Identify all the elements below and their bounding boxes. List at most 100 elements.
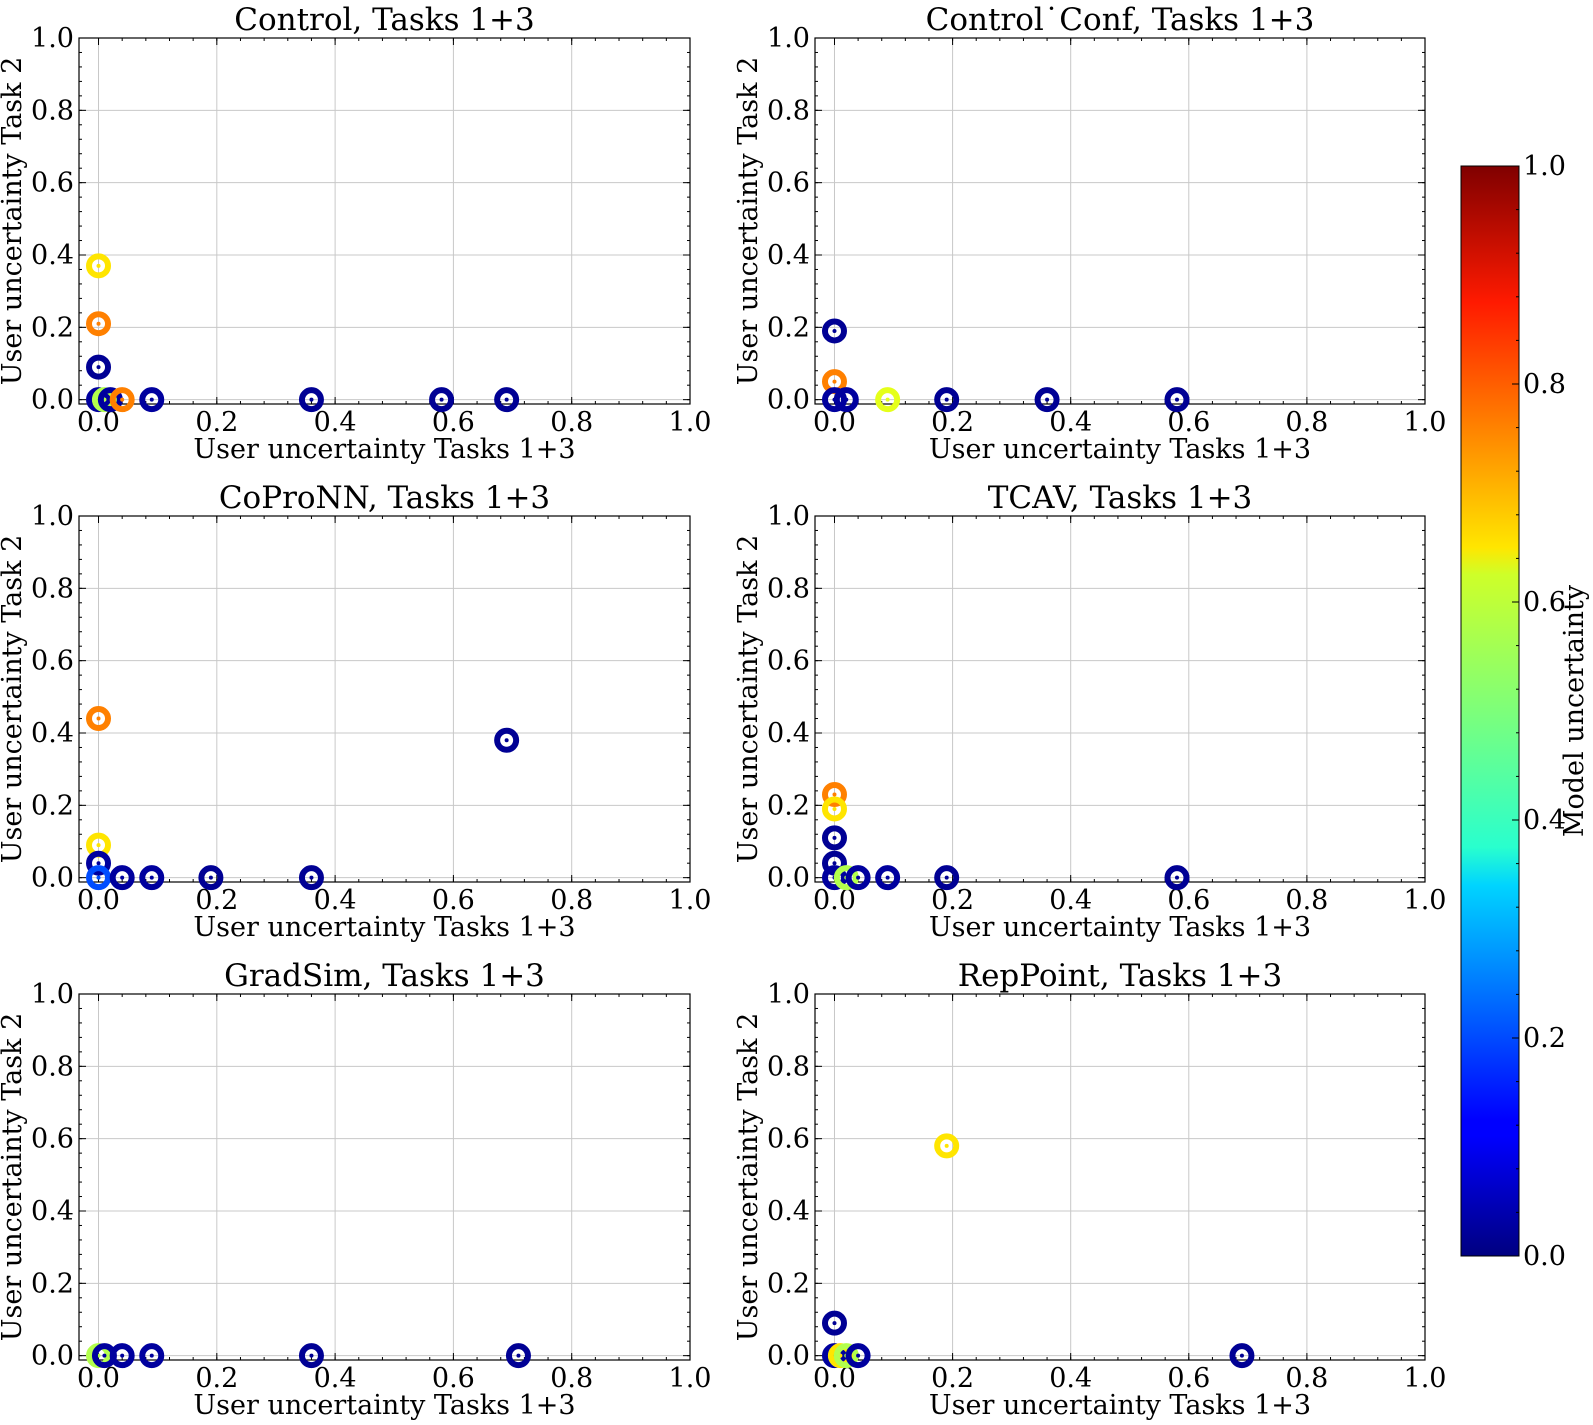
x-tick-label: 0.2 [195, 407, 238, 438]
scatter-point [875, 387, 901, 413]
scatter-point-center [309, 397, 314, 402]
colorbar-tick-label: 0.4 [1523, 805, 1566, 836]
y-axis-label: User uncertainty Task 2 [733, 57, 764, 386]
x-tick-label: 0.8 [550, 1363, 593, 1394]
x-tick-label: 0.2 [195, 1363, 238, 1394]
x-tick-label: 0.2 [931, 1363, 974, 1394]
scatter-point-center [120, 397, 125, 402]
scatter-point [86, 850, 112, 876]
panel-title: Control, Tasks 1+3 [234, 2, 535, 38]
scatter-point [934, 387, 960, 413]
x-tick-label: 0.6 [1167, 407, 1210, 438]
scatter-point-center [832, 379, 837, 384]
scatter-point [97, 387, 123, 413]
scatter-point [934, 865, 960, 891]
plot-frame [814, 993, 1426, 1361]
x-axis-label: User uncertainty Tasks 1+3 [929, 912, 1311, 943]
scatter-point-center [149, 1353, 154, 1358]
x-tick-label: 0.0 [813, 1363, 856, 1394]
x-tick-label: 0.0 [77, 407, 120, 438]
y-tick-label: 0.8 [31, 573, 74, 604]
x-tick-label: 0.0 [813, 885, 856, 916]
plot-frame [814, 515, 1426, 883]
y-tick-label: 0.2 [767, 1268, 810, 1299]
y-tick-label: 0.8 [31, 95, 74, 126]
y-tick-label: 0.4 [767, 240, 810, 271]
scatter-point-center [516, 1353, 521, 1358]
x-tick-label: 0.6 [1167, 885, 1210, 916]
y-tick-label: 0.8 [767, 573, 810, 604]
x-tick-label: 0.0 [813, 407, 856, 438]
y-tick-label: 0.6 [767, 1124, 810, 1155]
x-tick-label: 1.0 [1404, 1363, 1447, 1394]
scatter-point [821, 865, 847, 891]
scatter-point [1229, 1343, 1255, 1369]
y-tick-label: 0.0 [31, 863, 74, 894]
scatter-point [821, 825, 847, 851]
scatter-point-center [96, 861, 101, 866]
panel-3: 0.0 0.2 0.4 0.6 0.8 1.0 0.0 0.2 0.4 0.6 0.8 1.0 CoPr… [0, 480, 711, 943]
colorbar-tick-label: 0.2 [1523, 1023, 1566, 1054]
y-tick-label: 0.4 [31, 1196, 74, 1227]
plot-frame [78, 993, 691, 1361]
x-tick-label: 0.6 [432, 1363, 475, 1394]
scatter-point-center [504, 738, 509, 743]
x-tick-label: 1.0 [1404, 885, 1447, 916]
x-tick-label: 0.2 [931, 885, 974, 916]
x-tick-label: 0.8 [1285, 407, 1328, 438]
x-tick-label: 0.0 [77, 885, 120, 916]
x-tick-label: 0.4 [1049, 1363, 1092, 1394]
scatter-point [821, 318, 847, 344]
scatter-point [494, 727, 520, 753]
scatter-point [86, 253, 112, 279]
scatter-point [821, 850, 847, 876]
plot-frame [814, 37, 1426, 405]
x-tick-label: 0.4 [1049, 885, 1092, 916]
scatter-point-center [944, 1143, 949, 1148]
panel-1: 0.0 0.2 0.4 0.6 0.8 1.0 0.0 0.2 0.4 0.6 0.8 1.0 Cont… [0, 2, 711, 465]
panel-6: 0.0 0.2 0.4 0.6 0.8 1.0 0.0 0.2 0.4 0.6 0.8 1.0 RepP… [733, 958, 1446, 1421]
scatter-point-center [120, 875, 125, 880]
y-tick-label: 0.4 [31, 718, 74, 749]
x-tick-label: 0.4 [314, 885, 357, 916]
scatter-point-center [96, 365, 101, 370]
scatter-point-center [1045, 397, 1050, 402]
scatter-point-center [832, 861, 837, 866]
scatter-point [298, 1343, 324, 1369]
y-tick-label: 0.8 [767, 95, 810, 126]
scatter-point [109, 1343, 135, 1369]
x-axis-label: User uncertainty Tasks 1+3 [929, 434, 1311, 465]
y-axis-label: User uncertainty Task 2 [0, 57, 28, 386]
scatter-point [86, 865, 112, 891]
scatter-point [821, 796, 847, 822]
y-tick-label: 0.4 [767, 1196, 810, 1227]
y-tick-label: 0.0 [31, 1341, 74, 1372]
x-tick-label: 0.6 [432, 885, 475, 916]
scatter-point [833, 387, 859, 413]
scatter-point [109, 387, 135, 413]
scatter-point-center [96, 875, 101, 880]
scatter-point-center [856, 875, 861, 880]
scatter-point-center [149, 397, 154, 402]
scatter-point-center [149, 875, 154, 880]
x-tick-label: 0.2 [931, 407, 974, 438]
y-tick-label: 1.0 [767, 501, 810, 532]
plot-frame [78, 37, 691, 405]
scatter-point [109, 865, 135, 891]
scatter-point [833, 865, 859, 891]
scatter-point-center [208, 875, 213, 880]
x-tick-label: 0.8 [1285, 885, 1328, 916]
scatter-point [821, 1310, 847, 1336]
x-axis-label: User uncertainty Tasks 1+3 [929, 1390, 1311, 1421]
scatter-point [86, 706, 112, 732]
x-tick-label: 0.2 [195, 885, 238, 916]
scatter-point [298, 865, 324, 891]
scatter-point [139, 1343, 165, 1369]
y-tick-label: 0.6 [767, 646, 810, 677]
y-axis-label: User uncertainty Task 2 [0, 1013, 28, 1342]
y-tick-label: 1.0 [767, 979, 810, 1010]
colorbar-tick-label: 1.0 [1523, 151, 1566, 182]
scatter-point-center [309, 875, 314, 880]
scatter-point-center [944, 875, 949, 880]
